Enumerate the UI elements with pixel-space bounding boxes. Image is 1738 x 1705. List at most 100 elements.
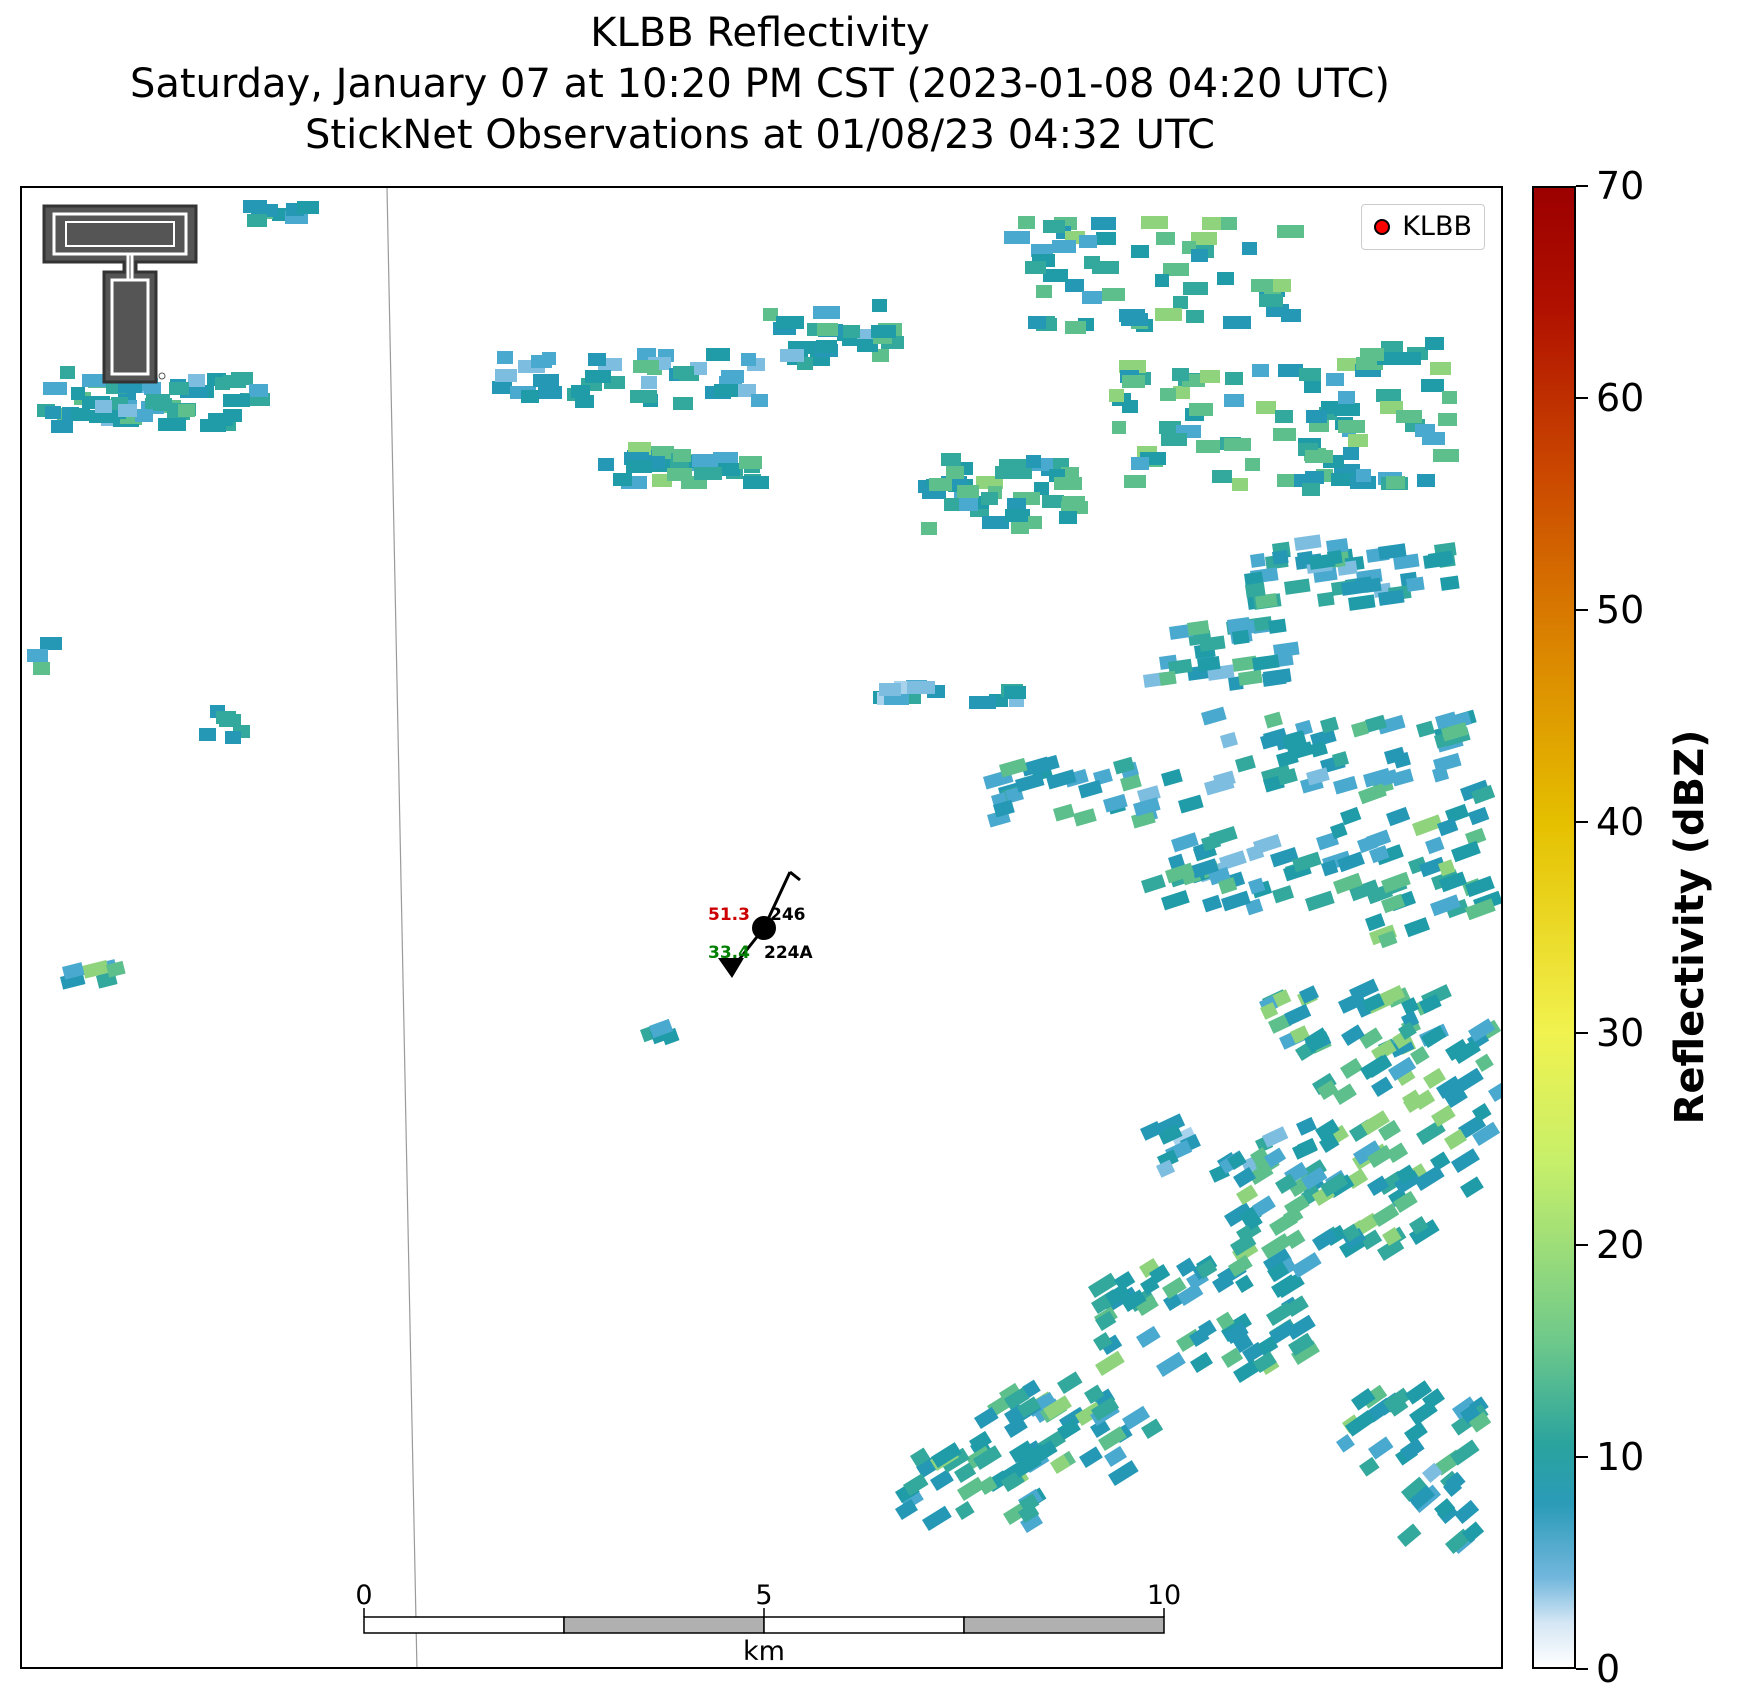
reflectivity-bin (521, 390, 539, 403)
reflectivity-bin (941, 453, 961, 466)
reflectivity-bin (1252, 364, 1269, 377)
reflectivity-bin (1419, 993, 1442, 1014)
reflectivity-bin (998, 757, 1028, 778)
reflectivity-bin (1196, 440, 1220, 453)
reflectivity-bin (598, 458, 614, 471)
reflectivity-bin (1397, 1523, 1422, 1547)
reflectivity-bin (1079, 235, 1097, 248)
reflectivity-bin (1468, 1018, 1496, 1043)
reflectivity-bin (1469, 1411, 1492, 1433)
reflectivity-bin (1315, 1118, 1340, 1142)
reflectivity-bin (1228, 1254, 1253, 1278)
reflectivity-bin (1393, 751, 1412, 769)
reflectivity-bin (972, 1445, 1002, 1471)
reflectivity-bin (82, 374, 106, 387)
reflectivity-bin (1061, 467, 1079, 480)
reflectivity-bin (1312, 1228, 1338, 1252)
reflectivity-bin (921, 522, 937, 535)
reflectivity-bin (857, 339, 878, 352)
reflectivity-bin (1421, 379, 1444, 392)
reflectivity-bin (1368, 1436, 1394, 1460)
reflectivity-bin (1191, 232, 1217, 245)
reflectivity-bin (1016, 1396, 1041, 1419)
radar-map-canvas: 51.3 246 33.4 224A (27, 188, 1501, 1667)
reflectivity-bin (1267, 1261, 1290, 1283)
reflectivity-bin (1247, 1162, 1274, 1186)
reflectivity-bin (1021, 756, 1051, 777)
reflectivity-bin (1396, 352, 1421, 365)
reflectivity-bin (1319, 716, 1339, 734)
reflectivity-bin (1246, 844, 1265, 862)
reflectivity-bin (1336, 1433, 1355, 1453)
reflectivity-bin (223, 375, 246, 388)
reflectivity-bin (872, 299, 887, 312)
reflectivity-bin (1286, 1314, 1316, 1341)
reflectivity-bin (1131, 245, 1149, 258)
radar-map: 51.3 246 33.4 224A 0 5 10 km KLBB (20, 186, 1503, 1669)
reflectivity-bin (1227, 1151, 1247, 1171)
reflectivity-bin (1376, 1237, 1405, 1262)
reflectivity-bin (909, 1447, 931, 1468)
reflectivity-bin (1282, 730, 1307, 750)
reflectivity-bin (743, 476, 769, 489)
reflectivity-cells (27, 200, 1501, 1554)
reflectivity-bin (1294, 534, 1322, 551)
reflectivity-bin (1183, 282, 1208, 295)
reflectivity-bin (1026, 455, 1041, 468)
reflectivity-bin (1155, 274, 1169, 287)
reflectivity-bin (1333, 872, 1363, 895)
reflectivity-bin (188, 374, 205, 387)
reflectivity-bin (1422, 1462, 1443, 1483)
reflectivity-bin (1273, 641, 1300, 658)
reflectivity-bin (1232, 629, 1250, 645)
reflectivity-bin (1217, 272, 1234, 285)
reflectivity-bin (1338, 991, 1367, 1014)
reflectivity-bin (1441, 722, 1469, 742)
scale-segment-2 (563, 1616, 765, 1634)
reflectivity-bin (1100, 1334, 1123, 1356)
reflectivity-bin (739, 456, 762, 469)
reflectivity-bin (1042, 495, 1064, 508)
colorbar-tick-mark (1576, 1032, 1588, 1035)
colorbar-tick-label: 50 (1596, 587, 1645, 632)
reflectivity-bin (673, 449, 691, 462)
reflectivity-bin (1053, 803, 1075, 822)
reflectivity-bin (60, 366, 75, 379)
colorbar-tick-label: 20 (1596, 1223, 1645, 1268)
reflectivity-bin (1376, 389, 1401, 402)
scale-segment-3 (763, 1616, 965, 1634)
reflectivity-bin (1272, 885, 1295, 904)
reflectivity-bin (1088, 1272, 1118, 1299)
scale-bar (363, 1608, 1165, 1634)
reflectivity-bin (955, 1501, 975, 1521)
reflectivity-bin (1444, 1128, 1468, 1151)
reflectivity-bin (169, 382, 189, 395)
reflectivity-bin (1438, 413, 1457, 426)
reflectivity-bin (1232, 1359, 1261, 1384)
reflectivity-bin (1022, 1379, 1041, 1399)
reflectivity-bin (1168, 623, 1194, 640)
reflectivity-bin (1382, 1227, 1402, 1247)
reflectivity-bin (1096, 232, 1116, 245)
reflectivity-bin (1172, 368, 1189, 381)
texas-tech-double-t-logo (42, 204, 198, 384)
reflectivity-bin (1131, 457, 1149, 470)
reflectivity-bin (1028, 316, 1046, 329)
reflectivity-bin (714, 384, 738, 397)
reflectivity-bin (1399, 1437, 1425, 1461)
reflectivity-bin (1371, 1039, 1397, 1063)
reflectivity-bin (978, 1476, 998, 1496)
reflectivity-bin (1316, 1079, 1339, 1101)
reflectivity-bin (1348, 594, 1376, 611)
reflectivity-bin (95, 400, 112, 413)
reflectivity-bin (1365, 714, 1387, 733)
reflectivity-bin (1109, 389, 1124, 402)
reflectivity-bin (1291, 1252, 1322, 1279)
reflectivity-bin (1189, 1327, 1210, 1348)
reflectivity-bin (976, 476, 1003, 489)
reflectivity-bin (1326, 538, 1349, 554)
reflectivity-bin (1443, 1086, 1468, 1109)
reflectivity-bin (1413, 1165, 1445, 1192)
reflectivity-bin (1306, 410, 1327, 423)
reflectivity-bin (1331, 473, 1355, 486)
